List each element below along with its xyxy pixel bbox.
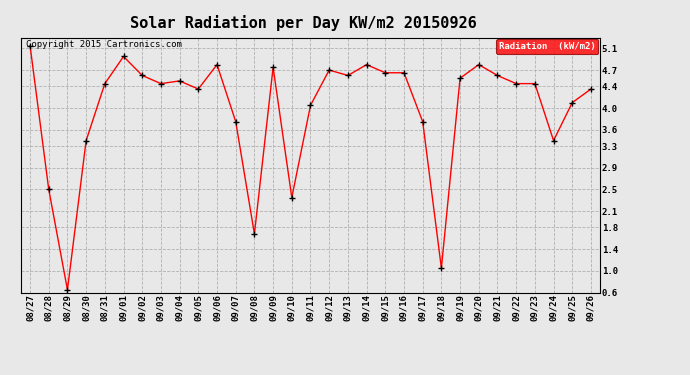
Text: Copyright 2015 Cartronics.com: Copyright 2015 Cartronics.com bbox=[26, 40, 182, 49]
Legend: Radiation  (kW/m2): Radiation (kW/m2) bbox=[496, 39, 598, 54]
Text: Solar Radiation per Day KW/m2 20150926: Solar Radiation per Day KW/m2 20150926 bbox=[130, 15, 477, 31]
